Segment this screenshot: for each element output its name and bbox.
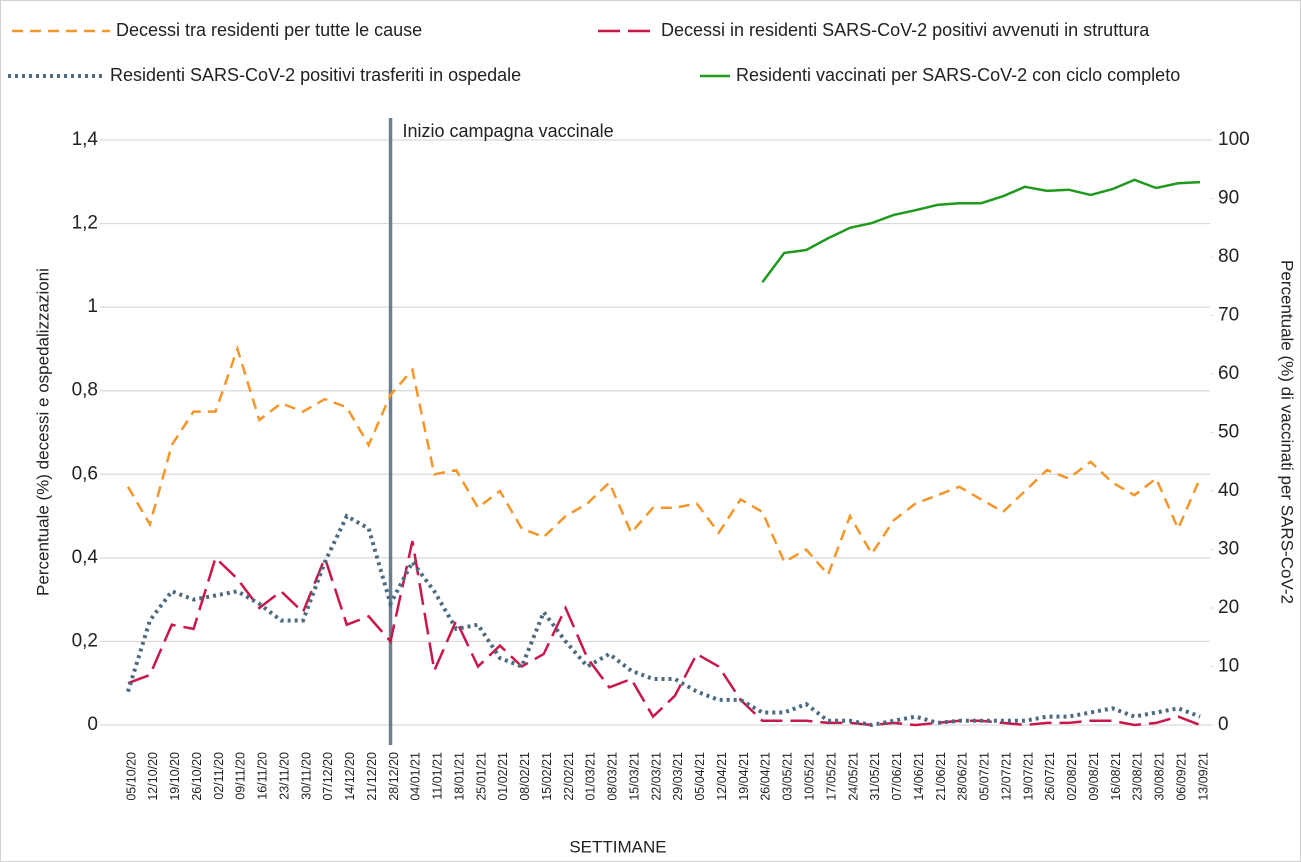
legend-label: Decessi in residenti SARS-CoV-2 positivi… <box>661 20 1150 40</box>
x-tick-label: 07/12/20 <box>321 752 335 801</box>
x-tick-label: 06/09/21 <box>1174 752 1188 801</box>
x-tick-label: 23/11/20 <box>277 752 291 800</box>
x-tick-label: 01/03/21 <box>584 752 598 801</box>
x-axis-label: SETTIMANE <box>569 837 666 856</box>
data-line <box>126 513 1201 728</box>
x-tick-label: 24/05/21 <box>846 752 860 801</box>
x-tick-label: 21/12/20 <box>365 752 379 801</box>
x-tick-label: 09/11/20 <box>234 752 248 800</box>
x-tick-label: 29/03/21 <box>671 752 685 801</box>
x-tick-label: 08/03/21 <box>606 752 620 801</box>
x-tick-label: 14/12/20 <box>343 752 357 801</box>
x-tick-label: 05/07/21 <box>978 752 992 801</box>
y2-tick-label: 90 <box>1218 188 1239 209</box>
x-tick-label: 18/01/21 <box>452 752 466 801</box>
y2-tick-label: 70 <box>1218 305 1239 326</box>
y-tick-label: 1,2 <box>72 213 98 234</box>
x-tick-label: 30/08/21 <box>1153 752 1167 801</box>
x-tick-label: 05/04/21 <box>693 752 707 801</box>
x-tick-label: 04/01/21 <box>409 752 423 801</box>
x-tick-label: 11/01/21 <box>431 752 445 800</box>
x-tick-label: 02/08/21 <box>1065 752 1079 801</box>
x-tick-label: 13/09/21 <box>1196 752 1210 801</box>
legend-label: Decessi tra residenti per tutte le cause <box>116 20 422 40</box>
x-tick-label: 16/08/21 <box>1109 752 1123 801</box>
y-tick-label: 0,2 <box>72 630 98 651</box>
x-tick-label: 19/10/20 <box>168 752 182 801</box>
x-tick-label: 12/07/21 <box>999 752 1013 801</box>
y2-tick-label: 0 <box>1218 714 1229 735</box>
x-tick-label: 08/02/21 <box>518 752 532 801</box>
x-tick-label: 05/10/20 <box>124 752 138 801</box>
data-line <box>126 344 1202 578</box>
x-tick-label: 26/07/21 <box>1043 752 1057 801</box>
y-tick-label: 0 <box>87 714 98 735</box>
x-tick-label: 12/10/20 <box>146 752 160 801</box>
x-tick-label: 30/11/20 <box>299 752 313 800</box>
y2-tick-label: 100 <box>1218 129 1250 150</box>
x-tick-label: 19/07/21 <box>1021 752 1035 801</box>
x-tick-label: 12/04/21 <box>715 752 729 801</box>
x-tick-label: 02/11/20 <box>212 752 226 800</box>
x-tick-label: 25/01/21 <box>474 752 488 801</box>
x-tick-label: 28/12/20 <box>387 752 401 801</box>
x-tick-label: 19/04/21 <box>737 752 751 801</box>
data-line <box>761 178 1201 283</box>
x-tick-label: 22/02/21 <box>562 752 576 801</box>
y2-tick-label: 80 <box>1218 246 1239 267</box>
legend-label: Residenti vaccinati per SARS-CoV-2 con c… <box>736 65 1180 85</box>
x-tick-label: 26/10/20 <box>190 752 204 801</box>
x-tick-label: 22/03/21 <box>649 752 663 801</box>
annotation-text: Inizio campagna vaccinale <box>403 121 614 141</box>
x-tick-label: 16/11/20 <box>256 752 270 800</box>
y2-tick-label: 10 <box>1218 656 1239 677</box>
y-axis-label: Percentuale (%) decessi e ospedalizzazio… <box>33 268 52 596</box>
x-tick-label: 17/05/21 <box>824 752 838 801</box>
legend-label: Residenti SARS-CoV-2 positivi trasferiti… <box>110 65 521 85</box>
y2-tick-label: 60 <box>1218 363 1239 384</box>
y-tick-label: 0,6 <box>72 463 98 484</box>
x-tick-label: 07/06/21 <box>890 752 904 801</box>
y2-tick-label: 30 <box>1218 539 1239 560</box>
y-tick-label: 0,8 <box>72 380 98 401</box>
y2-tick-label: 20 <box>1218 597 1239 618</box>
x-tick-label: 01/02/21 <box>496 752 510 801</box>
y2-axis-label: Percentuale (%) di vaccinati per SARS-Co… <box>1278 260 1297 604</box>
y-tick-label: 1,4 <box>72 129 99 150</box>
y-tick-label: 1 <box>87 296 98 317</box>
y-tick-label: 0,4 <box>72 547 99 568</box>
x-tick-label: 26/04/21 <box>759 752 773 801</box>
y2-tick-label: 40 <box>1218 480 1239 501</box>
x-tick-label: 15/03/21 <box>627 752 641 801</box>
x-tick-label: 09/08/21 <box>1087 752 1101 801</box>
x-tick-label: 14/06/21 <box>912 752 926 801</box>
y2-tick-label: 50 <box>1218 422 1239 443</box>
x-tick-label: 23/08/21 <box>1131 752 1145 801</box>
data-line <box>127 540 1201 727</box>
x-tick-label: 21/06/21 <box>934 752 948 801</box>
x-tick-label: 15/02/21 <box>540 752 554 801</box>
x-tick-label: 10/05/21 <box>803 752 817 801</box>
x-tick-label: 03/05/21 <box>781 752 795 801</box>
x-tick-label: 31/05/21 <box>868 752 882 801</box>
x-tick-label: 28/06/21 <box>956 752 970 801</box>
